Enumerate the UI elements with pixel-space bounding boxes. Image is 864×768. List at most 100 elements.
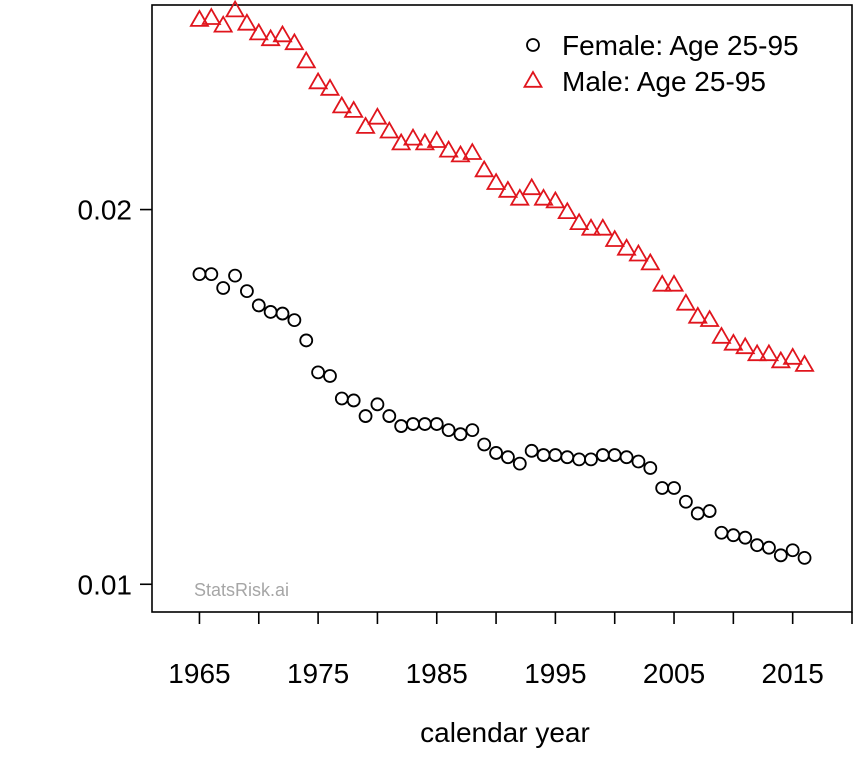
- male-point: [652, 274, 673, 292]
- male-point: [331, 95, 352, 114]
- male-point: [201, 7, 222, 25]
- male-point: [319, 78, 341, 96]
- legend-item: Male: Age 25-95: [522, 66, 766, 97]
- female-point: [441, 423, 456, 438]
- male-point: [367, 106, 388, 125]
- male-point: [284, 32, 305, 51]
- female-point: [477, 437, 492, 452]
- female-point: [584, 452, 598, 467]
- female-point: [572, 452, 587, 467]
- female-point: [263, 305, 278, 319]
- female-point: [311, 365, 326, 380]
- male-point: [569, 212, 590, 231]
- male-point: [628, 243, 649, 262]
- female-point: [489, 446, 503, 460]
- male-point: [592, 217, 613, 236]
- female-point: [453, 427, 468, 442]
- female-point: [287, 313, 302, 328]
- female-point: [192, 267, 207, 281]
- female-point: [228, 268, 242, 283]
- legend-label: Male: Age 25-95: [562, 66, 766, 97]
- series-female: [192, 267, 812, 565]
- female-point: [678, 494, 693, 509]
- female-point: [524, 443, 539, 458]
- female-point: [702, 504, 717, 518]
- female-point: [548, 448, 563, 462]
- female-point: [667, 481, 681, 495]
- male-point: [402, 127, 424, 146]
- x-tick-label: 2005: [643, 658, 705, 689]
- female-point: [536, 448, 551, 462]
- female-point: [512, 456, 527, 471]
- male-point: [426, 130, 447, 148]
- male-point: [296, 50, 317, 69]
- plot-frame: [151, 4, 853, 613]
- female-point: [595, 448, 610, 462]
- x-tick-label: 1995: [524, 658, 586, 689]
- male-point: [545, 190, 566, 209]
- female-point: [358, 409, 373, 423]
- male-point: [509, 188, 530, 206]
- male-point: [497, 180, 519, 198]
- female-point: [560, 450, 575, 465]
- female-point: [406, 417, 420, 431]
- female-point: [429, 417, 444, 431]
- female-point: [643, 461, 658, 475]
- male-point: [735, 336, 756, 355]
- female-point: [738, 530, 753, 545]
- female-point: [346, 393, 361, 408]
- male-point: [604, 229, 625, 247]
- y-tick-label: 0.02: [78, 195, 133, 226]
- male-point: [794, 354, 815, 372]
- male-point: [462, 142, 483, 160]
- x-tick-label: 2015: [762, 658, 824, 689]
- female-point: [773, 548, 788, 563]
- legend-circle-marker: [526, 38, 540, 52]
- female-point: [275, 306, 290, 321]
- male-point: [746, 343, 768, 362]
- x-axis-label: calendar year: [420, 717, 590, 748]
- male-point: [343, 100, 364, 118]
- male-point: [675, 292, 696, 311]
- female-point: [750, 538, 764, 553]
- female-point: [323, 369, 337, 383]
- female-point: [394, 419, 409, 433]
- series-male: [189, 0, 815, 372]
- male-point: [308, 71, 329, 90]
- male-point: [260, 28, 281, 47]
- series-layer: [189, 0, 815, 565]
- male-point: [723, 333, 744, 351]
- male-point: [699, 309, 720, 327]
- male-point: [616, 237, 637, 256]
- y-tick-label: 0.01: [78, 569, 133, 600]
- male-point: [533, 188, 554, 206]
- female-point: [370, 397, 385, 412]
- legend-item: Female: Age 25-95: [526, 30, 799, 61]
- female-point: [299, 333, 314, 348]
- male-point: [521, 177, 542, 196]
- female-point: [726, 528, 741, 543]
- male-point: [640, 252, 661, 271]
- male-point: [474, 159, 495, 178]
- x-tick-label: 1975: [287, 658, 349, 689]
- female-point: [631, 454, 646, 469]
- x-tick-label: 1985: [406, 658, 468, 689]
- male-point: [663, 274, 685, 292]
- male-point: [580, 217, 602, 236]
- x-axis: 1965 1975 1985 1995 2005 2015: [168, 612, 853, 689]
- female-point: [501, 450, 515, 465]
- male-point: [213, 15, 234, 33]
- legend-triangle-marker: [522, 70, 544, 88]
- male-point: [224, 0, 246, 18]
- x-tick-label: 1965: [168, 658, 230, 689]
- legend: Female: Age 25-95 Male: Age 25-95: [522, 30, 799, 97]
- male-point: [438, 139, 459, 158]
- male-point: [557, 201, 578, 220]
- female-point: [216, 281, 231, 295]
- female-point: [465, 423, 480, 438]
- male-point: [450, 144, 471, 163]
- female-point: [240, 284, 254, 299]
- female-point: [382, 409, 397, 423]
- male-point: [355, 116, 376, 134]
